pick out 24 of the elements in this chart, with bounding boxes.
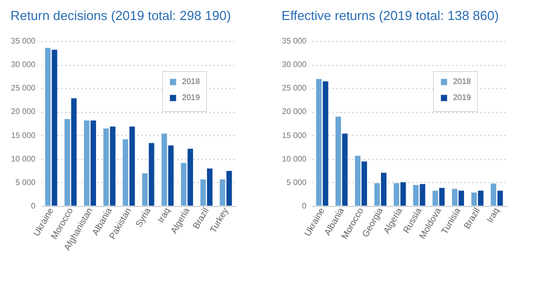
y-tick-label: 25 000	[282, 84, 308, 93]
y-tick-label: 20 000	[11, 107, 36, 116]
legend-label: 2019	[453, 93, 472, 102]
legend-label: 2019	[182, 93, 200, 102]
y-tick-label: 10 000	[11, 154, 36, 164]
y-tick-label: 5 000	[15, 178, 36, 187]
chart-title: Effective returns (2019 total: 138 860)	[282, 8, 499, 23]
x-tick-label: Iraq	[156, 206, 172, 224]
y-tick-label: 0	[302, 202, 308, 210]
y-tick-label: 15 000	[11, 130, 36, 140]
y-tick-label: 20 000	[282, 107, 308, 116]
y-tick-label: 25 000	[11, 84, 36, 93]
y-tick-label: 10 000	[282, 154, 308, 164]
y-tick-label: 35 000	[11, 36, 36, 46]
legend-label: 2018	[182, 77, 200, 86]
y-tick-label: 35 000	[282, 36, 308, 46]
x-tick-label: Iraq	[484, 206, 502, 224]
legend-label: 2018	[453, 77, 472, 86]
y-tick-label: 5 000	[286, 178, 308, 187]
y-tick-label: 15 000	[282, 130, 308, 140]
y-tick-label: 30 000	[282, 60, 308, 70]
chart-title: Return decisions (2019 total: 298 190)	[10, 8, 231, 23]
y-tick-label: 0	[31, 202, 36, 210]
y-tick-label: 30 000	[11, 60, 36, 70]
